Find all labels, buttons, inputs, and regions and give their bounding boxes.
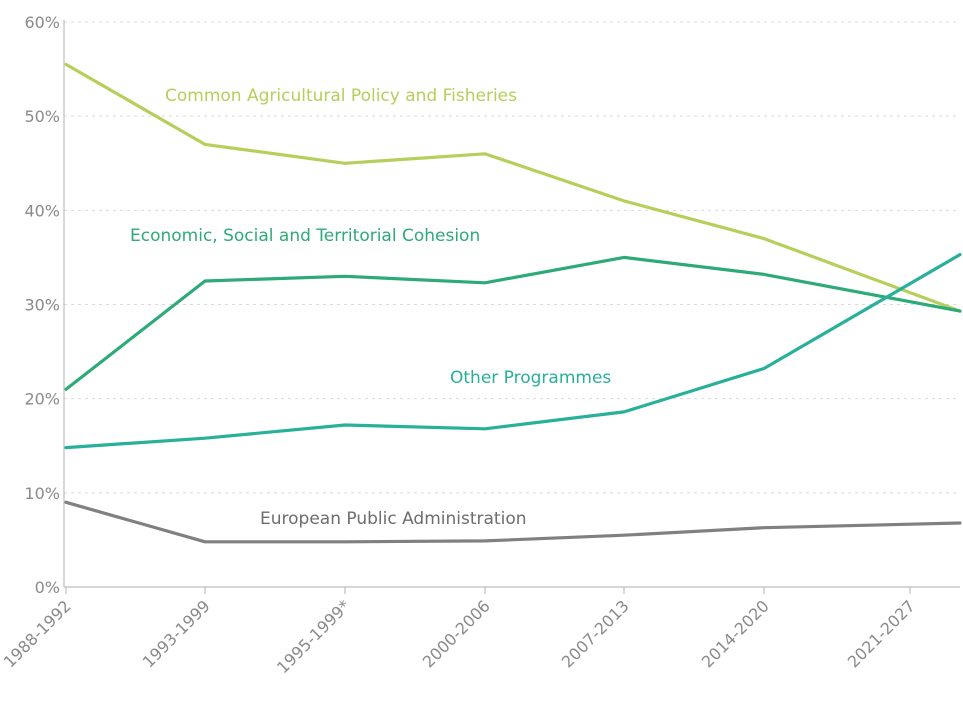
x-tick-label: 2000-2006	[419, 596, 494, 671]
y-tick-label: 50%	[24, 107, 60, 126]
y-tick-label: 0%	[35, 578, 60, 597]
series	[64, 62, 962, 544]
x-tick-label: 2014-2020	[698, 596, 773, 671]
y-tick-label: 10%	[24, 484, 60, 503]
series-line-4	[64, 500, 962, 544]
x-tick-label: 2021-2027	[844, 596, 919, 671]
series-label-3: Other Programmes	[450, 368, 611, 388]
axes	[63, 20, 960, 588]
y-tick-label: 40%	[24, 201, 60, 220]
series-line-3	[64, 253, 962, 450]
x-tick-label: 1988-1992	[0, 596, 75, 671]
series-label-4: European Public Administration	[260, 509, 527, 529]
y-axis-ticks: 0% 10% 20% 30% 40% 50% 60%	[24, 13, 60, 597]
x-tick-label: 2007-2013	[558, 596, 633, 671]
series-labels: Common Agricultural Policy and Fisheries…	[130, 86, 611, 529]
series-line-1	[64, 62, 962, 313]
y-tick-label: 20%	[24, 390, 60, 409]
series-label-2: Economic, Social and Territorial Cohesio…	[130, 226, 480, 246]
x-tick-label: 1995-1999*	[273, 596, 354, 677]
grid	[64, 21, 960, 494]
series-label-1: Common Agricultural Policy and Fisheries	[165, 86, 517, 106]
y-tick-label: 30%	[24, 296, 60, 315]
series-line-2	[64, 255, 962, 391]
x-axis-ticks: 1988-1992 1993-1999 1995-1999* 2000-2006 200…	[0, 587, 919, 677]
y-tick-label: 60%	[24, 13, 60, 32]
x-tick-label: 1993-1999	[139, 596, 214, 671]
